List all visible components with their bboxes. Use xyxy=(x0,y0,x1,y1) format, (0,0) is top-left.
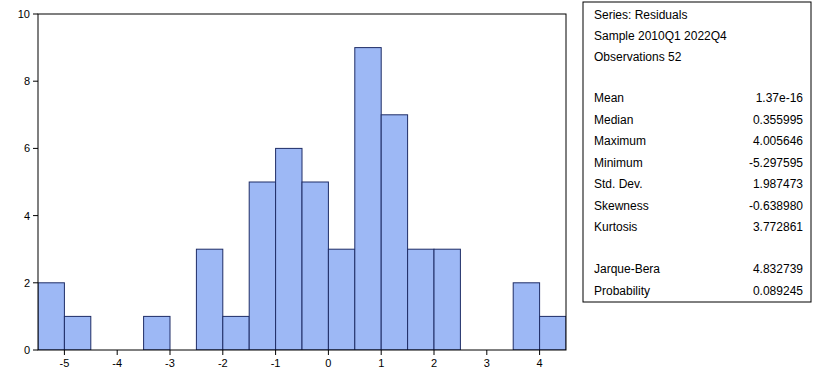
histogram-bar xyxy=(38,283,64,350)
stats-value: 1.987473 xyxy=(753,177,803,191)
stats-header: Series: Residuals xyxy=(594,8,687,22)
stats-label: Maximum xyxy=(594,134,646,148)
x-tick xyxy=(275,350,276,355)
histogram-bar xyxy=(434,249,460,350)
y-tick xyxy=(33,148,38,149)
x-tick xyxy=(222,350,223,355)
y-tick-label: 0 xyxy=(24,344,30,356)
stats-label: Mean xyxy=(594,91,624,105)
stats-label: Minimum xyxy=(594,156,643,170)
stats-header: Observations 52 xyxy=(594,50,682,64)
stats-value: -0.638980 xyxy=(749,199,803,213)
stats-label: Median xyxy=(594,113,633,127)
x-tick xyxy=(486,350,487,355)
x-tick xyxy=(64,350,65,355)
y-tick-label: 6 xyxy=(24,142,30,154)
x-tick-label: 1 xyxy=(378,357,384,369)
stats-value: 1.37e-16 xyxy=(756,91,804,105)
stats-box xyxy=(583,2,811,302)
x-tick xyxy=(328,350,329,355)
stats-value: 0.355995 xyxy=(753,113,803,127)
histogram-bar xyxy=(513,283,539,350)
y-tick xyxy=(33,215,38,216)
stats-value: -5.297595 xyxy=(749,156,803,170)
histogram-bar xyxy=(355,48,381,350)
x-tick xyxy=(539,350,540,355)
y-tick xyxy=(33,14,38,15)
y-tick-label: 8 xyxy=(24,75,30,87)
x-tick-label: -5 xyxy=(60,357,70,369)
stats-label: Kurtosis xyxy=(594,220,637,234)
stats-label: Jarque-Bera xyxy=(594,262,660,276)
plot-frame xyxy=(38,14,566,350)
x-tick xyxy=(434,350,435,355)
stats-value: 3.772861 xyxy=(753,220,803,234)
x-tick-label: -1 xyxy=(271,357,281,369)
x-tick-label: 3 xyxy=(484,357,490,369)
histogram-bar xyxy=(144,316,170,350)
histogram-bar xyxy=(302,182,328,350)
stats-label: Probability xyxy=(594,284,650,298)
y-tick-label: 10 xyxy=(18,8,30,20)
x-tick-label: -2 xyxy=(218,357,228,369)
stats-value: 4.832739 xyxy=(753,262,803,276)
x-tick xyxy=(117,350,118,355)
y-tick xyxy=(33,81,38,82)
histogram-bar xyxy=(408,249,434,350)
histogram-bar xyxy=(249,182,275,350)
stats-label: Skewness xyxy=(594,199,649,213)
bars xyxy=(38,48,566,350)
histogram-bar xyxy=(381,115,407,350)
y-tick-label: 2 xyxy=(24,277,30,289)
histogram-bar xyxy=(223,316,249,350)
stats-value: 0.089245 xyxy=(753,284,803,298)
x-tick-label: 0 xyxy=(325,357,331,369)
x-tick xyxy=(170,350,171,355)
stats-header: Sample 2010Q1 2022Q4 xyxy=(594,29,727,43)
histogram-bar xyxy=(196,249,222,350)
chart: 0 2 4 6 8 10 -5 -4 -3 -2 -1 0 1 2 3 4 Series: Residuals S… xyxy=(0,0,816,375)
x-tick-label: -4 xyxy=(112,357,122,369)
x-tick-label: 4 xyxy=(537,357,543,369)
y-tick-label: 4 xyxy=(24,210,30,222)
y-tick xyxy=(33,350,38,351)
stats-value: 4.005646 xyxy=(753,134,803,148)
histogram-bar xyxy=(328,249,354,350)
histogram-bar xyxy=(540,316,566,350)
x-tick-label: 2 xyxy=(431,357,437,369)
histogram-bar xyxy=(276,148,302,350)
x-tick xyxy=(381,350,382,355)
x-tick-label: -3 xyxy=(165,357,175,369)
stats-label: Std. Dev. xyxy=(594,177,642,191)
y-tick xyxy=(33,282,38,283)
histogram-bar xyxy=(64,316,90,350)
